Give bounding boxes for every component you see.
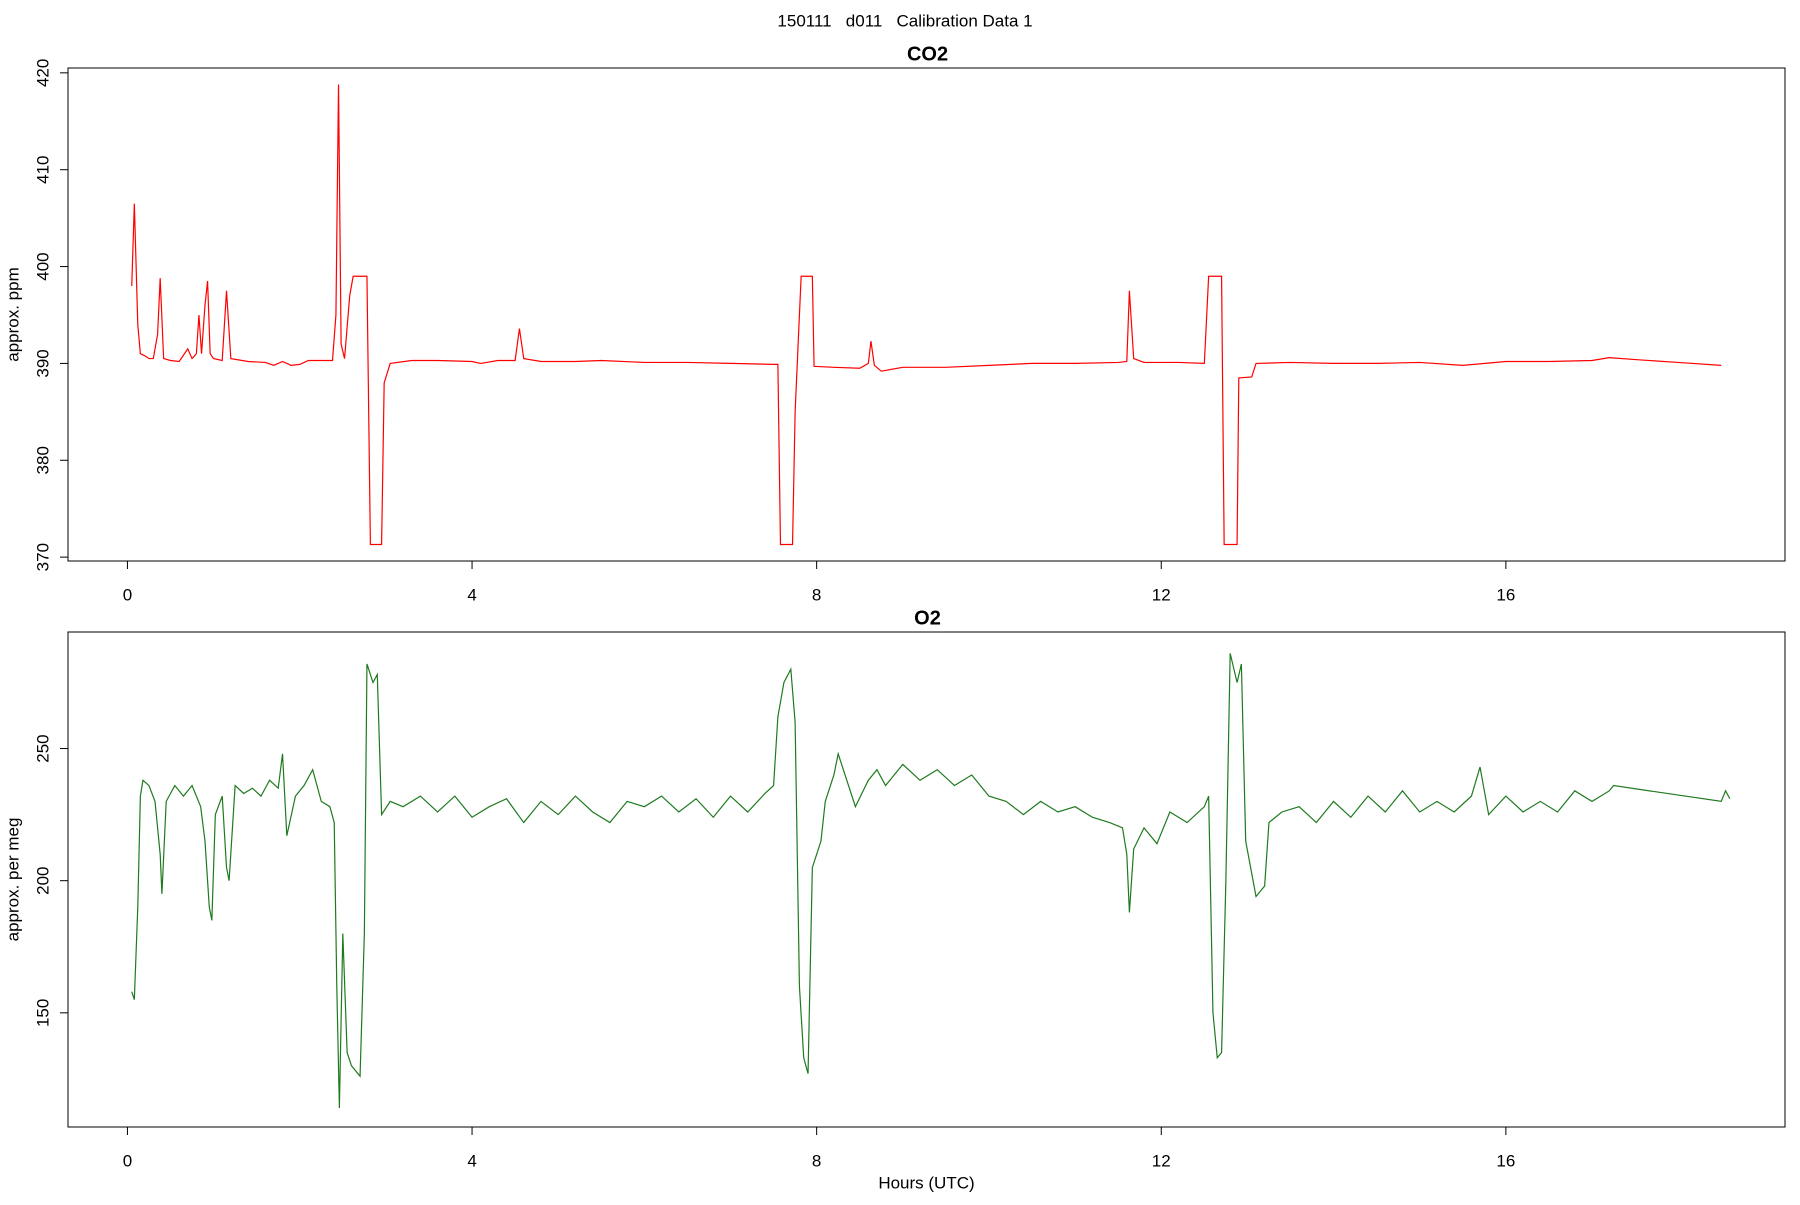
y-tick-label: 400: [33, 252, 52, 280]
x-tick-label: 16: [1496, 1151, 1515, 1170]
y-axis-label: approx. per meg: [3, 818, 22, 942]
page-title: 150111 d011 Calibration Data 1: [777, 11, 1032, 30]
y-tick-label: 420: [33, 59, 52, 87]
plot-frame: [67, 67, 1786, 562]
x-tick-label: 8: [812, 585, 821, 604]
y-tick-label: 370: [33, 543, 52, 571]
x-tick-label: 0: [123, 585, 132, 604]
x-tick-label: 4: [467, 1151, 476, 1170]
y-tick-label: 380: [33, 446, 52, 474]
y-tick-label: 410: [33, 156, 52, 184]
panel-title: O2: [914, 607, 941, 629]
x-tick-label: 8: [812, 1151, 821, 1170]
data-line: [131, 653, 1731, 1108]
y-tick-label: 200: [33, 867, 52, 895]
x-tick-label: 12: [1152, 1151, 1171, 1170]
x-tick-label: 16: [1496, 585, 1515, 604]
y-axis-label: approx. ppm: [3, 267, 22, 362]
x-tick-label: 12: [1152, 585, 1171, 604]
y-tick-label: 150: [33, 999, 52, 1027]
x-tick-label: 4: [467, 585, 476, 604]
x-tick-label: 0: [123, 1151, 132, 1170]
x-axis-label: Hours (UTC): [878, 1173, 974, 1192]
y-tick-label: 390: [33, 349, 52, 377]
panel-title: CO2: [907, 43, 948, 65]
data-line: [131, 84, 1722, 546]
plot-frame: [67, 631, 1786, 1128]
y-tick-label: 250: [33, 734, 52, 762]
